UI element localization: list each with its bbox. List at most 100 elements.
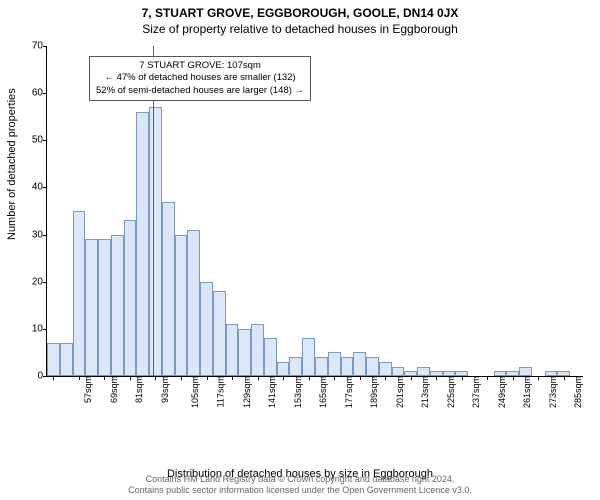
x-tick-label: 129sqm bbox=[242, 376, 252, 408]
histogram-bar bbox=[289, 357, 302, 376]
histogram-bar bbox=[60, 343, 73, 376]
histogram-bar bbox=[328, 352, 341, 376]
x-tick-label: 105sqm bbox=[191, 376, 201, 408]
histogram-bar bbox=[251, 324, 264, 376]
y-tick-label: 10 bbox=[19, 323, 43, 334]
histogram-bar bbox=[379, 362, 392, 376]
footer-line1: Contains HM Land Registry data © Crown c… bbox=[0, 474, 600, 485]
histogram-bar bbox=[494, 371, 507, 376]
x-tick-label: 69sqm bbox=[109, 376, 119, 403]
annotation-line2: ← 47% of detached houses are smaller (13… bbox=[96, 72, 304, 84]
x-tick-mark bbox=[155, 376, 156, 380]
histogram-bar bbox=[392, 367, 405, 376]
y-tick-mark bbox=[43, 187, 47, 188]
x-tick-mark bbox=[411, 376, 412, 380]
histogram-bar bbox=[353, 352, 366, 376]
x-tick-mark bbox=[513, 376, 514, 380]
y-tick-mark bbox=[43, 93, 47, 94]
histogram-bar bbox=[238, 329, 251, 376]
x-tick-label: 225sqm bbox=[446, 376, 456, 408]
histogram-bar bbox=[366, 357, 379, 376]
x-tick-mark bbox=[283, 376, 284, 380]
x-tick-mark bbox=[538, 376, 539, 380]
x-tick-label: 285sqm bbox=[573, 376, 583, 408]
x-tick-mark bbox=[334, 376, 335, 380]
x-tick-label: 81sqm bbox=[134, 376, 144, 403]
y-tick-label: 60 bbox=[19, 88, 43, 99]
y-tick-mark bbox=[43, 376, 47, 377]
x-tick-label: 93sqm bbox=[160, 376, 170, 403]
histogram-bar bbox=[545, 371, 558, 376]
footer: Contains HM Land Registry data © Crown c… bbox=[0, 474, 600, 497]
footer-line2: Contains public sector information licen… bbox=[0, 485, 600, 496]
x-tick-mark bbox=[79, 376, 80, 380]
x-tick-mark bbox=[436, 376, 437, 380]
histogram-bar bbox=[85, 239, 98, 376]
x-tick-mark bbox=[53, 376, 54, 380]
histogram-bar bbox=[443, 371, 456, 376]
histogram-bar bbox=[519, 367, 532, 376]
y-tick-label: 70 bbox=[19, 41, 43, 52]
histogram-bar bbox=[98, 239, 111, 376]
x-tick-mark bbox=[207, 376, 208, 380]
histogram-bar bbox=[47, 343, 60, 376]
histogram-bar bbox=[200, 282, 213, 376]
x-tick-label: 261sqm bbox=[522, 376, 532, 408]
x-tick-mark bbox=[360, 376, 361, 380]
histogram-bar bbox=[187, 230, 200, 376]
y-tick-mark bbox=[43, 46, 47, 47]
y-tick-mark bbox=[43, 329, 47, 330]
histogram-bar bbox=[162, 202, 175, 376]
x-tick-mark bbox=[309, 376, 310, 380]
histogram-bar bbox=[149, 107, 162, 376]
y-tick-mark bbox=[43, 235, 47, 236]
y-tick-label: 20 bbox=[19, 276, 43, 287]
y-tick-mark bbox=[43, 282, 47, 283]
y-tick-label: 40 bbox=[19, 182, 43, 193]
x-tick-label: 201sqm bbox=[395, 376, 405, 408]
y-tick-mark bbox=[43, 140, 47, 141]
x-tick-label: 141sqm bbox=[267, 376, 277, 408]
y-axis-label: Number of detached properties bbox=[6, 88, 18, 240]
x-tick-mark bbox=[564, 376, 565, 380]
x-tick-mark bbox=[181, 376, 182, 380]
histogram-bar bbox=[277, 362, 290, 376]
x-tick-label: 237sqm bbox=[471, 376, 481, 408]
x-tick-label: 273sqm bbox=[548, 376, 558, 408]
histogram-bar bbox=[136, 112, 149, 376]
x-tick-mark bbox=[487, 376, 488, 380]
histogram-bar bbox=[226, 324, 239, 376]
histogram-bar bbox=[315, 357, 328, 376]
histogram-bar bbox=[341, 357, 354, 376]
x-tick-mark bbox=[462, 376, 463, 380]
y-tick-label: 30 bbox=[19, 229, 43, 240]
histogram-bar bbox=[175, 235, 188, 376]
plot-region: 01020304050607057sqm69sqm81sqm93sqm105sq… bbox=[46, 46, 583, 377]
x-axis-label: Distribution of detached houses by size … bbox=[0, 420, 600, 480]
histogram-bar bbox=[124, 220, 137, 376]
x-tick-mark bbox=[258, 376, 259, 380]
y-tick-label: 50 bbox=[19, 135, 43, 146]
histogram-bar bbox=[213, 291, 226, 376]
annotation-box: 7 STUART GROVE: 107sqm ← 47% of detached… bbox=[89, 56, 311, 101]
x-tick-mark bbox=[104, 376, 105, 380]
histogram-bar bbox=[417, 367, 430, 376]
title-sub: Size of property relative to detached ho… bbox=[0, 20, 600, 40]
x-tick-mark bbox=[385, 376, 386, 380]
x-tick-label: 177sqm bbox=[344, 376, 354, 408]
histogram-bar bbox=[111, 235, 124, 376]
x-tick-mark bbox=[232, 376, 233, 380]
x-tick-label: 249sqm bbox=[497, 376, 507, 408]
annotation-line1: 7 STUART GROVE: 107sqm bbox=[96, 60, 304, 72]
histogram-bar bbox=[302, 338, 315, 376]
chart-area: Number of detached properties 0102030405… bbox=[0, 40, 600, 450]
title-main: 7, STUART GROVE, EGGBOROUGH, GOOLE, DN14… bbox=[0, 0, 600, 20]
histogram-bar bbox=[73, 211, 86, 376]
x-tick-label: 57sqm bbox=[83, 376, 93, 403]
y-tick-label: 0 bbox=[19, 371, 43, 382]
chart-container: 7, STUART GROVE, EGGBOROUGH, GOOLE, DN14… bbox=[0, 0, 600, 500]
histogram-bar bbox=[264, 338, 277, 376]
annotation-line3: 52% of semi-detached houses are larger (… bbox=[96, 85, 304, 97]
x-tick-label: 153sqm bbox=[293, 376, 303, 408]
x-tick-label: 165sqm bbox=[318, 376, 328, 408]
